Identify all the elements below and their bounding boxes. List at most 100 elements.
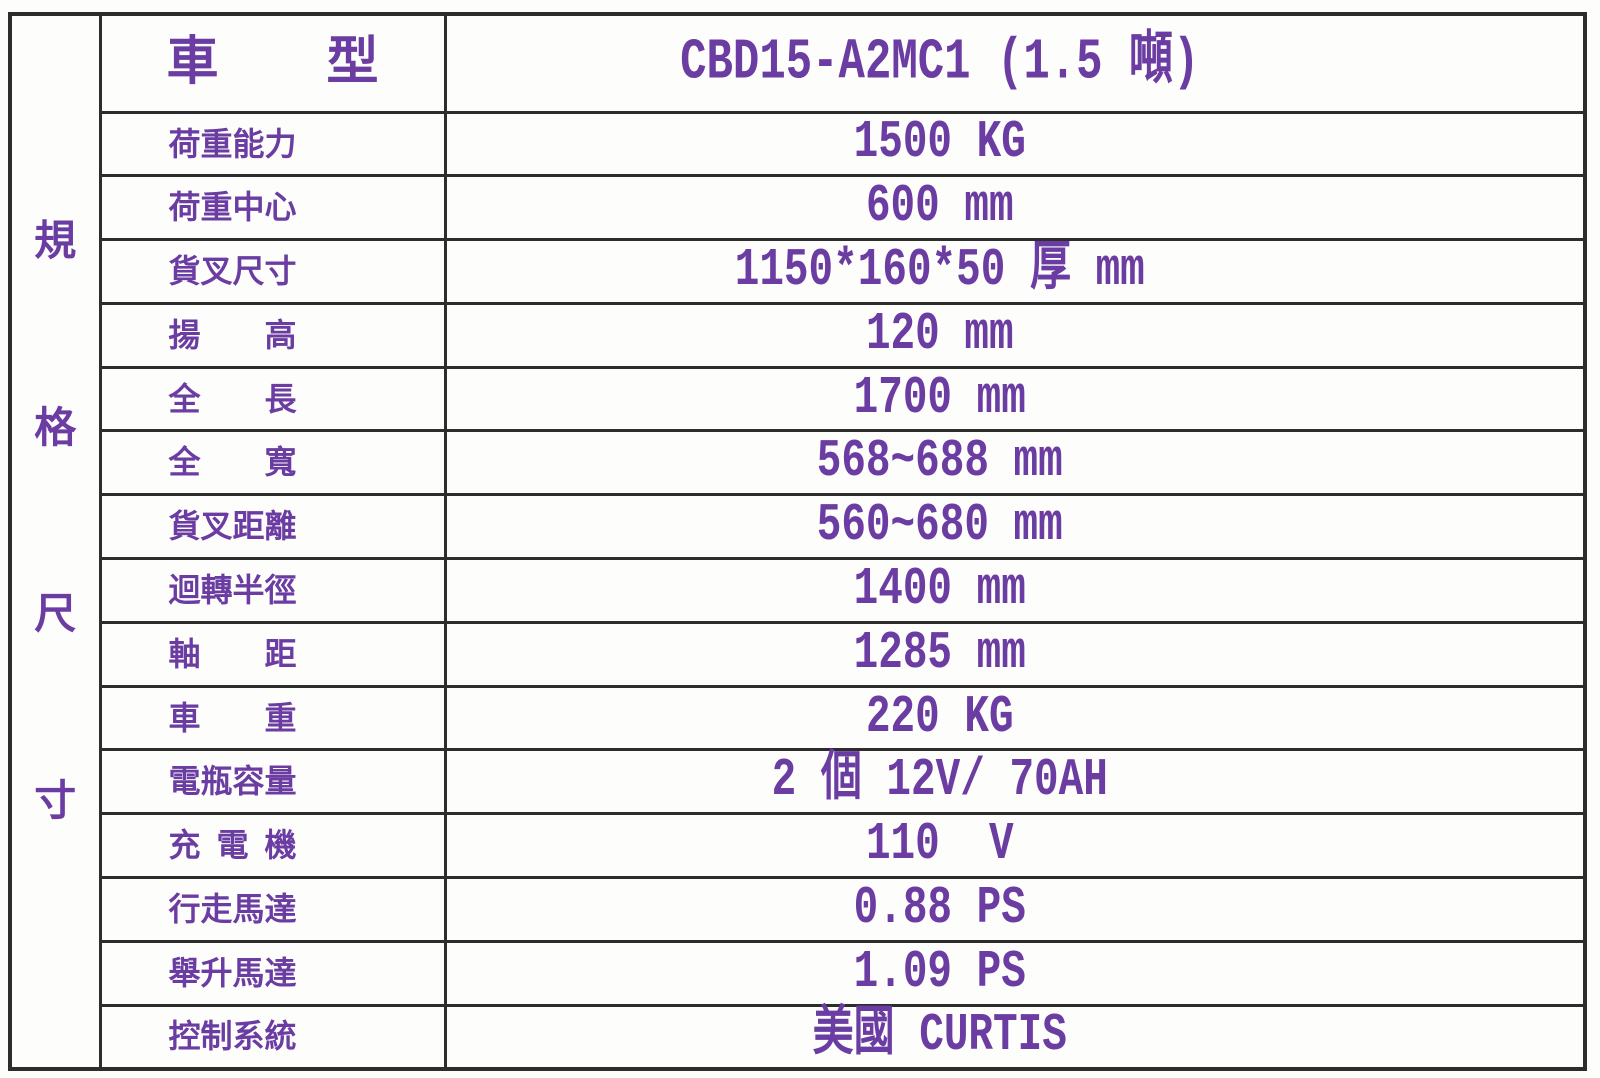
spec-label: 荷重中心 <box>169 189 297 226</box>
model-value: CBD15-A2MC1 (1.5 噸) <box>680 30 1200 96</box>
spec-value-cell: 600 mm <box>443 174 1587 242</box>
spec-label-char: 走 <box>200 891 233 928</box>
side-label-char: 尺 <box>34 592 77 639</box>
spec-row: 軸距 1285 mm <box>10 620 1587 688</box>
spec-label-char: 制 <box>200 1018 233 1055</box>
spec-label-char: 力 <box>264 125 297 162</box>
spec-label-char: 心 <box>264 189 297 226</box>
spec-row: 貨叉尺寸 1150*160*50 厚 mm <box>10 238 1587 305</box>
spec-label-char: 系 <box>232 1018 265 1055</box>
spec-label-char: 容 <box>232 763 265 800</box>
spec-label-char: 重 <box>264 699 297 736</box>
spec-label: 舉升馬達 <box>169 955 297 992</box>
spec-label-cell: 車重 <box>98 684 447 752</box>
spec-label-char: 達 <box>264 954 297 991</box>
spec-row: 貨叉距離 560~680 mm <box>10 493 1587 561</box>
spec-value-cell: 568~688 mm <box>443 429 1587 497</box>
spec-label-char: 馬 <box>232 891 265 928</box>
spec-value-cell: 120 mm <box>443 301 1587 369</box>
spec-row: 揚高 120 mm <box>10 301 1587 369</box>
spec-label-char: 瓶 <box>200 763 233 800</box>
spec-label-char: 軸 <box>168 635 201 672</box>
spec-row: 行走馬達 0.88 PS <box>10 876 1587 943</box>
spec-label-char: 揚 <box>168 316 201 353</box>
spec-label-char: 充 <box>168 827 201 864</box>
spec-label-char: 叉 <box>200 253 233 290</box>
spec-label-cell: 控制系統 <box>98 1003 447 1071</box>
spec-value: 1.09 PS <box>853 942 1026 1003</box>
spec-label-char: 寸 <box>264 253 297 290</box>
spec-row: 迴轉半徑 1400 mm <box>10 557 1587 624</box>
spec-value: 1150*160*50 厚 mm <box>734 240 1145 301</box>
spec-value-cell: 1500 KG <box>443 110 1587 178</box>
side-label-cell: 規格尺寸 <box>8 12 102 1071</box>
spec-label-char: 迴 <box>168 572 201 609</box>
spec-label-char: 電 <box>168 763 201 800</box>
spec-label-cell: 貨叉尺寸 <box>98 238 447 305</box>
spec-label-cell: 荷重能力 <box>98 110 447 178</box>
spec-label-cell: 軸距 <box>98 620 447 688</box>
spec-label-cell: 迴轉半徑 <box>98 557 447 624</box>
spec-value: 220 KG <box>865 687 1014 748</box>
spec-value: 1700 mm <box>853 368 1026 429</box>
spec-value: 560~680 mm <box>816 496 1063 556</box>
spec-label-cell: 電瓶容量 <box>98 748 447 816</box>
spec-label-char: 重 <box>200 189 233 226</box>
spec-label-char: 重 <box>200 125 233 162</box>
spec-label-char: 轉 <box>200 572 233 609</box>
spec-value-cell: 1285 mm <box>443 620 1587 688</box>
spec-value-cell: 220 KG <box>443 684 1587 752</box>
spec-label-char: 升 <box>200 954 233 991</box>
spec-label-cell: 貨叉距離 <box>98 493 447 561</box>
spec-label: 迴轉半徑 <box>169 572 297 609</box>
spec-label-char: 離 <box>264 508 297 545</box>
spec-label: 貨叉距離 <box>169 508 297 545</box>
spec-label-char: 能 <box>232 125 265 162</box>
side-label-char: 規 <box>34 219 77 265</box>
spec-label-char: 機 <box>264 827 297 864</box>
spec-label-char: 全 <box>168 380 201 417</box>
spec-row: 全長 1700 mm <box>10 365 1587 433</box>
spec-label-char: 叉 <box>200 508 233 545</box>
spec-value-cell: 110 V <box>443 812 1587 880</box>
spec-value: 1400 mm <box>853 559 1026 620</box>
spec-label-char: 距 <box>264 635 297 672</box>
spec-label-cell: 充電機 <box>98 812 447 880</box>
model-value-cell: CBD15-A2MC1 (1.5 噸) <box>443 12 1587 114</box>
spec-value: 1285 mm <box>853 623 1026 684</box>
spec-label-char: 高 <box>264 316 297 353</box>
spec-label-char: 量 <box>264 763 297 800</box>
spec-table: 規格尺寸 車型 CBD15-A2MC1 (1.5 噸) 荷重能力 1500 KG 荷… <box>8 12 1587 1071</box>
spec-label-char: 車 <box>168 699 201 736</box>
spec-value-cell: 1700 mm <box>443 365 1587 433</box>
spec-label-cell: 全長 <box>98 365 447 433</box>
spec-label-cell: 揚高 <box>98 301 447 369</box>
spec-label: 貨叉尺寸 <box>169 253 297 290</box>
spec-label-char: 中 <box>232 189 265 226</box>
model-label-cell: 車型 <box>98 12 447 114</box>
spec-label-char: 貨 <box>168 508 201 545</box>
spec-label-char: 馬 <box>232 954 265 991</box>
side-label: 規格尺寸 <box>12 16 99 1058</box>
spec-label: 荷重能力 <box>169 126 297 163</box>
spec-value: 0.88 PS <box>853 878 1026 939</box>
spec-row: 荷重能力 1500 KG <box>10 110 1587 178</box>
spec-row: 荷重中心 600 mm <box>10 174 1587 242</box>
spec-value-cell: 1.09 PS <box>443 939 1587 1007</box>
spec-label-char: 達 <box>264 891 297 928</box>
spec-label-cell: 全寬 <box>98 429 447 497</box>
spec-value-cell: 美國 CURTIS <box>443 1003 1587 1071</box>
table-header-row: 規格尺寸 車型 CBD15-A2MC1 (1.5 噸) <box>8 12 1587 1071</box>
spec-label: 全寬 <box>169 444 297 481</box>
spec-label-char: 半 <box>232 572 265 609</box>
spec-row: 充電機 110 V <box>10 812 1587 880</box>
spec-value: 600 mm <box>865 177 1014 237</box>
spec-label-char: 尺 <box>232 253 265 290</box>
spec-value-cell: 1400 mm <box>443 557 1587 624</box>
model-label: 車型 <box>167 33 379 93</box>
spec-value: 美國 CURTIS <box>812 1006 1067 1067</box>
spec-value-cell: 0.88 PS <box>443 876 1587 943</box>
spec-label: 車重 <box>169 700 297 737</box>
spec-label-char: 統 <box>264 1018 297 1055</box>
